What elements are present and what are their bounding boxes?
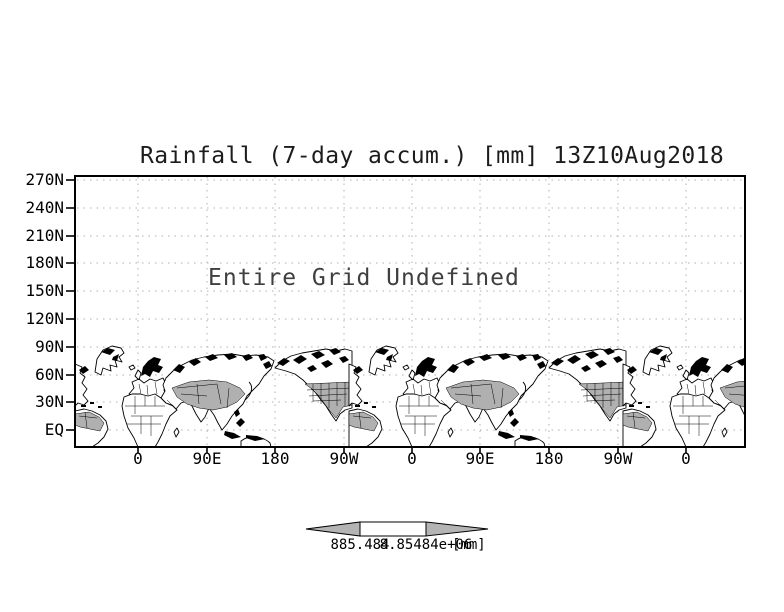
y-axis-label: 270N <box>25 170 64 189</box>
colorbar-unit-label: [mm] <box>452 537 486 553</box>
x-axis-label: 90E <box>192 449 222 468</box>
colorbar <box>305 521 489 537</box>
x-axis-label: 180 <box>260 449 290 468</box>
colorbar-right-arrow <box>425 521 489 537</box>
y-axis-label: 90N <box>35 337 64 356</box>
x-axis-label: 180 <box>534 449 564 468</box>
colorbar-left-arrow <box>305 521 361 537</box>
y-axis-label: 240N <box>25 198 64 217</box>
y-axis-label: 30N <box>35 392 64 411</box>
x-axis-label: 0 <box>681 449 691 468</box>
y-axis-label: 60N <box>35 365 64 384</box>
plot-frame <box>74 175 746 448</box>
y-axis-label: 150N <box>25 281 64 300</box>
y-axis-label: EQ <box>44 420 64 439</box>
x-axis-label: 90W <box>329 449 359 468</box>
x-axis-label: 90E <box>465 449 495 468</box>
x-axis-label: 0 <box>407 449 417 468</box>
plot-title: Rainfall (7-day accum.) [mm] 13Z10Aug201… <box>140 143 725 169</box>
y-axis-label: 180N <box>25 253 64 272</box>
y-axis-label: 120N <box>25 309 64 328</box>
x-axis-label: 0 <box>133 449 143 468</box>
world-map <box>76 345 744 446</box>
undefined-grid-message: Entire Grid Undefined <box>208 265 520 291</box>
x-axis-label: 90W <box>603 449 633 468</box>
colorbar-min-label: 885.484 <box>330 537 390 553</box>
colorbar-max-label: 8.85484e+06 <box>379 537 473 553</box>
axis-ticks <box>66 179 687 453</box>
colorbar-body <box>359 521 427 537</box>
y-axis-label: 210N <box>25 226 64 245</box>
